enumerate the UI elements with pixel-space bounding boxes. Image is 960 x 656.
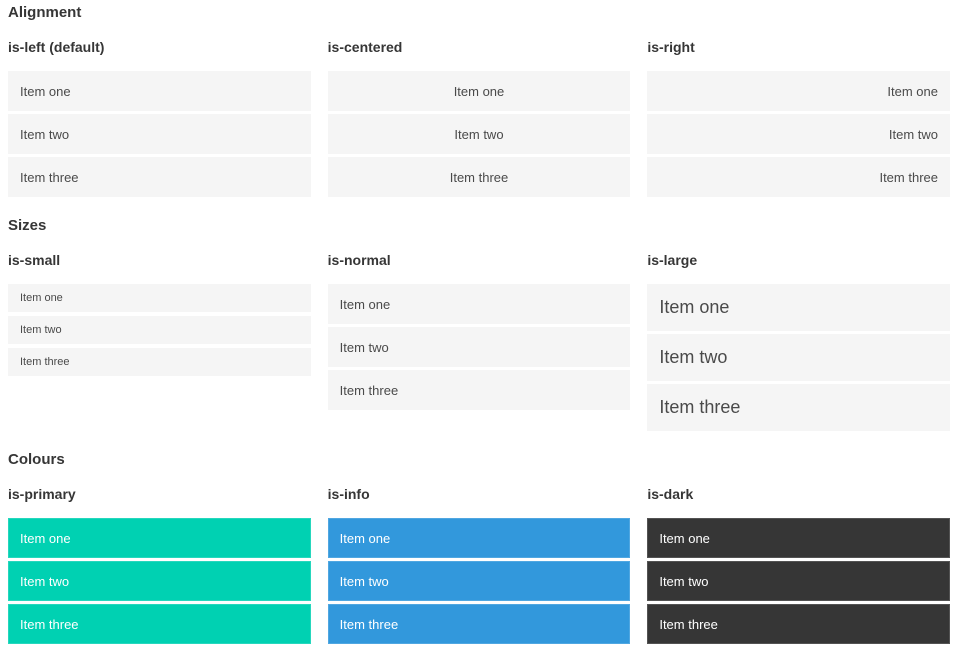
- column-is-dark: is-dark Item one Item two Item three: [647, 487, 950, 644]
- list-is-left: Item one Item two Item three: [8, 71, 311, 197]
- column-is-primary: is-primary Item one Item two Item three: [8, 487, 311, 644]
- list-is-primary: Item one Item two Item three: [8, 518, 311, 644]
- section-title: Alignment: [8, 4, 82, 21]
- column-is-right: is-right Item one Item two Item three: [647, 40, 950, 197]
- list-item: Item two: [647, 561, 950, 601]
- list-item: Item one: [647, 71, 950, 111]
- column-is-left: is-left (default) Item one Item two Item…: [8, 40, 311, 197]
- column-title: is-dark: [647, 486, 694, 502]
- section-title: Sizes: [8, 217, 47, 234]
- column-title: is-normal: [327, 252, 391, 268]
- list-item: Item one: [647, 284, 950, 331]
- list-item: Item two: [327, 561, 631, 601]
- alignment-columns: is-left (default) Item one Item two Item…: [8, 40, 950, 197]
- column-title: is-small: [8, 252, 61, 268]
- list-item: Item two: [327, 114, 631, 154]
- column-title: is-info: [327, 486, 370, 502]
- column-title: is-right: [647, 39, 695, 55]
- section-colours: Colours is-primary Item one Item two Ite…: [8, 452, 950, 644]
- list-item: Item one: [8, 518, 311, 558]
- section-title: Colours: [8, 451, 65, 468]
- list-is-normal: Item one Item two Item three: [327, 284, 631, 410]
- column-title: is-primary: [8, 486, 76, 502]
- list-item: Item three: [647, 604, 950, 644]
- list-is-dark: Item one Item two Item three: [647, 518, 950, 644]
- list-item: Item one: [327, 518, 631, 558]
- list-item: Item one: [327, 71, 631, 111]
- colours-columns: is-primary Item one Item two Item three …: [8, 487, 950, 644]
- list-is-info: Item one Item two Item three: [327, 518, 631, 644]
- column-title: is-centered: [327, 39, 403, 55]
- list-item: Item one: [647, 518, 950, 558]
- column-is-small: is-small Item one Item two Item three: [8, 253, 311, 376]
- column-title: is-left (default): [8, 39, 105, 55]
- column-is-info: is-info Item one Item two Item three: [327, 486, 631, 644]
- list-is-large: Item one Item two Item three: [647, 284, 950, 431]
- list-item: Item two: [647, 334, 950, 381]
- list-is-small: Item one Item two Item three: [8, 284, 311, 376]
- list-item: Item three: [647, 157, 950, 197]
- column-is-normal: is-normal Item one Item two Item three: [327, 252, 631, 410]
- list-item: Item one: [8, 284, 311, 312]
- list-item: Item two: [327, 327, 631, 367]
- column-is-centered: is-centered Item one Item two Item three: [327, 39, 631, 197]
- section-sizes: Sizes is-small Item one Item two Item th…: [8, 218, 950, 431]
- list-item: Item three: [327, 157, 631, 197]
- list-item: Item three: [8, 157, 311, 197]
- list-item: Item three: [8, 348, 311, 376]
- list-item: Item one: [8, 71, 311, 111]
- column-title: is-large: [647, 252, 698, 268]
- list-item: Item one: [327, 284, 631, 324]
- list-item: Item two: [8, 316, 311, 344]
- list-item: Item two: [8, 114, 311, 154]
- list-is-right: Item one Item two Item three: [647, 71, 950, 197]
- list-item: Item three: [8, 604, 311, 644]
- list-item: Item two: [8, 561, 311, 601]
- list-item: Item three: [647, 384, 950, 431]
- section-alignment: Alignment is-left (default) Item one Ite…: [8, 5, 950, 197]
- list-item: Item three: [327, 604, 631, 644]
- sizes-columns: is-small Item one Item two Item three is…: [8, 253, 950, 431]
- list-item: Item two: [647, 114, 950, 154]
- list-item: Item three: [327, 370, 631, 410]
- column-is-large: is-large Item one Item two Item three: [647, 253, 950, 431]
- list-is-centered: Item one Item two Item three: [327, 71, 631, 197]
